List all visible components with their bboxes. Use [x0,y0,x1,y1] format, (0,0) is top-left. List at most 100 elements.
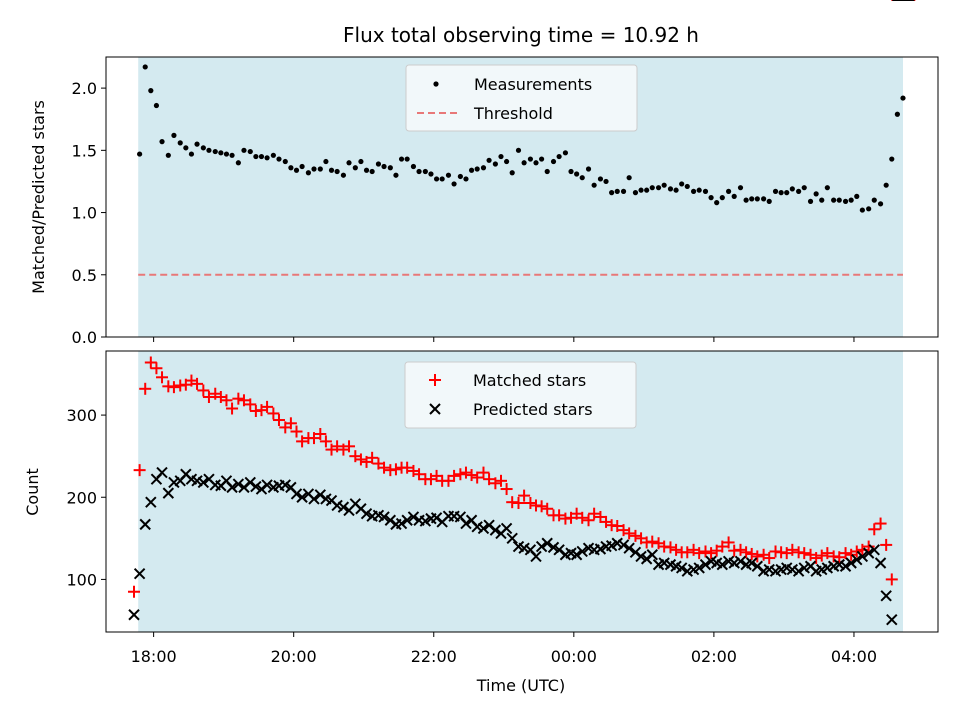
predicted-stars-point [290,488,303,500]
measurements-point [137,151,143,157]
measurements-point [486,157,492,163]
measurements-point [889,156,895,162]
measurements-point [673,187,679,193]
measurements-point [591,182,597,188]
measurements-point [468,167,475,173]
threshold-legend-label: Threshold [473,104,553,123]
measurements-point [556,153,562,160]
measurements-point [789,186,795,192]
measurements-point [328,167,335,173]
predicted-stars-point [874,557,887,569]
matched-stars-point [862,540,875,553]
predicted-stars-point [145,496,157,508]
matched-stars-point [197,384,210,397]
measurements-point [644,187,650,193]
predicted-stars-point [880,590,892,602]
measurements-point [218,150,224,156]
predicted-stars-point [384,514,397,526]
matched-stars-point [745,547,758,560]
measurements-point [766,198,772,204]
measurements-point [293,167,300,173]
ratio-legend-box [405,64,638,132]
predicted-stars-point [314,489,327,501]
measurements-point [270,152,276,158]
count-legend: Matched stars Predicted stars [404,361,637,429]
measurements-point [393,172,399,178]
measurements-point [737,185,744,191]
matched-stars-point [308,432,320,445]
matched-stars-point [448,469,461,482]
predicted-stars-point [133,567,146,580]
measurements-point [831,197,837,203]
matched-stars-point [850,545,863,558]
measurements-point [212,148,218,155]
measurements-point [568,168,574,175]
matched-stars-point [541,502,554,515]
measurements-point [480,165,487,171]
matched-stars-point [226,402,239,415]
predicted-stars-point [337,501,350,513]
measurements-point [369,168,375,175]
measurements-point [416,168,422,175]
matched-stars-point [477,466,490,479]
matched-stars-point [815,549,828,562]
measurements-point [585,166,592,172]
measurements-point [247,148,253,155]
measurements-point [183,145,189,151]
measurements-point [772,188,779,194]
measurements-point [323,158,329,165]
predicted-stars-point [646,549,658,561]
predicted-stars-point [839,560,852,572]
measurements-point [609,190,615,196]
measurements-point [761,196,767,202]
matched-stars-point [646,535,659,548]
predicted-stars-point [868,544,880,556]
ratio-x-ticks [153,337,855,342]
predicted-stars-point [255,483,268,495]
predicted-stars-point [617,539,630,551]
measurements-point [188,151,195,157]
matched-stars-point [343,440,356,453]
predicted-stars-point [886,613,898,626]
count-marks [128,0,916,626]
predicted-stars-point [378,511,390,523]
matched-stars-point [705,547,718,560]
matched-stars-point [670,543,683,556]
count-y-ticks: 100 200 300 [66,406,106,589]
count-y-axis-label: Count [23,468,42,516]
measurements-point [620,188,627,194]
matched-stars-legend-label: Matched stars [473,371,586,390]
predicted-stars-point [851,553,863,566]
matched-stars-point [833,551,846,564]
y-tick-label: 1.0 [72,204,97,223]
x-axis-label: Time (UTC) [476,676,565,695]
matched-stars-point [693,547,706,560]
measurements-point [883,182,889,188]
measurements-point [305,170,311,176]
matched-stars-point [588,507,601,520]
matched-stars-point [454,468,467,481]
predicted-stars-point [746,557,758,569]
x-tick-label: 04:00 [831,647,877,666]
predicted-stars-point [693,562,705,574]
matched-stars-point [150,362,163,375]
measurements-point [433,176,440,182]
matched-stars-point [471,471,484,484]
matched-stars-point [623,527,636,540]
measurements-point [819,197,825,203]
matched-stars-point [489,477,502,490]
y-tick-label: 300 [66,406,97,425]
matched-stars-point [284,417,297,430]
measurements-point [387,165,393,171]
matched-stars-legend-marker [429,374,441,386]
matched-stars-point [128,585,141,598]
matched-stars-point [389,463,402,476]
measurements-point [848,197,854,203]
predicted-stars-point [699,558,712,571]
measurements-point [894,111,900,117]
matched-stars-point [885,573,898,586]
measurements-point [276,156,282,162]
measurements-point [749,196,755,202]
measurements-point [796,188,802,194]
measurements-point [807,198,814,204]
